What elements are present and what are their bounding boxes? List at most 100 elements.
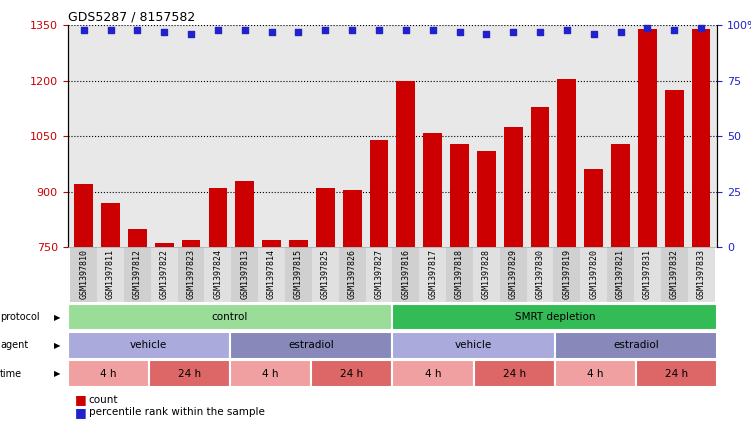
- Bar: [661, 247, 688, 302]
- Text: GSM1397818: GSM1397818: [455, 249, 464, 299]
- Bar: [392, 247, 419, 302]
- Bar: [611, 143, 630, 247]
- Point: [534, 29, 546, 36]
- Bar: [636, 360, 717, 387]
- Bar: [419, 247, 446, 302]
- Text: 24 h: 24 h: [502, 369, 526, 379]
- Text: GSM1397821: GSM1397821: [616, 249, 625, 299]
- Text: 4 h: 4 h: [262, 369, 279, 379]
- Bar: [555, 332, 717, 359]
- Text: GSM1397815: GSM1397815: [294, 249, 303, 299]
- Point: [104, 26, 116, 33]
- Bar: [312, 247, 339, 302]
- Text: GSM1397812: GSM1397812: [133, 249, 142, 299]
- Text: 4 h: 4 h: [425, 369, 442, 379]
- Bar: [531, 107, 550, 247]
- Text: GSM1397831: GSM1397831: [643, 249, 652, 299]
- Bar: [128, 228, 146, 247]
- Text: GSM1397817: GSM1397817: [428, 249, 437, 299]
- Point: [292, 29, 304, 36]
- Text: GSM1397810: GSM1397810: [79, 249, 88, 299]
- Bar: [124, 247, 151, 302]
- Bar: [553, 247, 581, 302]
- Text: 24 h: 24 h: [340, 369, 363, 379]
- Text: 24 h: 24 h: [665, 369, 688, 379]
- Point: [400, 26, 412, 33]
- Bar: [584, 170, 603, 247]
- Bar: [230, 332, 392, 359]
- Bar: [101, 203, 120, 247]
- Bar: [68, 332, 230, 359]
- Bar: [392, 304, 717, 330]
- Bar: [555, 360, 636, 387]
- Text: ■: ■: [75, 393, 87, 406]
- Text: GSM1397816: GSM1397816: [401, 249, 410, 299]
- Bar: [178, 247, 204, 302]
- Bar: [424, 132, 442, 247]
- Bar: [149, 360, 230, 387]
- Text: GSM1397813: GSM1397813: [240, 249, 249, 299]
- Bar: [155, 243, 173, 247]
- Point: [373, 26, 385, 33]
- Bar: [692, 29, 710, 247]
- Bar: [285, 247, 312, 302]
- Text: GSM1397824: GSM1397824: [213, 249, 222, 299]
- Text: control: control: [212, 312, 248, 322]
- Text: GSM1397828: GSM1397828: [482, 249, 491, 299]
- Text: agent: agent: [0, 341, 29, 350]
- Bar: [235, 181, 254, 247]
- Text: GSM1397832: GSM1397832: [670, 249, 679, 299]
- Bar: [665, 90, 683, 247]
- Bar: [262, 240, 281, 247]
- Bar: [474, 360, 555, 387]
- Text: GSM1397819: GSM1397819: [562, 249, 572, 299]
- Bar: [688, 247, 714, 302]
- Text: GSM1397820: GSM1397820: [590, 249, 599, 299]
- Bar: [151, 247, 178, 302]
- Bar: [366, 247, 392, 302]
- Point: [319, 26, 331, 33]
- Bar: [182, 240, 201, 247]
- Point: [668, 26, 680, 33]
- Point: [158, 29, 170, 36]
- Text: ▶: ▶: [53, 369, 60, 378]
- Bar: [209, 188, 228, 247]
- Point: [507, 29, 519, 36]
- Point: [185, 31, 197, 38]
- Bar: [68, 304, 392, 330]
- Bar: [230, 360, 311, 387]
- Text: GSM1397825: GSM1397825: [321, 249, 330, 299]
- Point: [427, 26, 439, 33]
- Bar: [446, 247, 473, 302]
- Text: estradiol: estradiol: [288, 341, 334, 350]
- Bar: [231, 247, 258, 302]
- Bar: [557, 79, 576, 247]
- Point: [588, 31, 600, 38]
- Point: [212, 26, 224, 33]
- Text: 4 h: 4 h: [587, 369, 604, 379]
- Text: ▶: ▶: [53, 341, 60, 350]
- Point: [641, 24, 653, 31]
- Bar: [392, 332, 555, 359]
- Text: GSM1397811: GSM1397811: [106, 249, 115, 299]
- Text: GSM1397829: GSM1397829: [508, 249, 517, 299]
- Bar: [634, 247, 661, 302]
- Bar: [316, 188, 335, 247]
- Bar: [450, 143, 469, 247]
- Bar: [397, 81, 415, 247]
- Text: GSM1397826: GSM1397826: [348, 249, 357, 299]
- Bar: [499, 247, 526, 302]
- Point: [346, 26, 358, 33]
- Point: [695, 24, 707, 31]
- Bar: [258, 247, 285, 302]
- Bar: [71, 247, 97, 302]
- Bar: [392, 360, 474, 387]
- Bar: [311, 360, 392, 387]
- Text: 24 h: 24 h: [178, 369, 201, 379]
- Bar: [581, 247, 607, 302]
- Text: SMRT depletion: SMRT depletion: [514, 312, 595, 322]
- Bar: [607, 247, 634, 302]
- Bar: [473, 247, 499, 302]
- Text: ■: ■: [75, 406, 87, 419]
- Point: [131, 26, 143, 33]
